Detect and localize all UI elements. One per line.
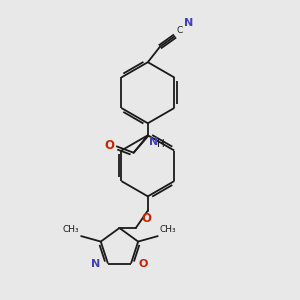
Text: N: N xyxy=(149,137,158,148)
Text: C: C xyxy=(176,26,182,35)
Text: H: H xyxy=(157,139,164,148)
Text: CH₃: CH₃ xyxy=(160,225,177,234)
Text: N: N xyxy=(184,18,193,28)
Text: O: O xyxy=(105,139,115,152)
Text: N: N xyxy=(91,259,100,269)
Text: CH₃: CH₃ xyxy=(62,225,79,234)
Text: O: O xyxy=(139,259,148,269)
Text: O: O xyxy=(142,212,152,225)
